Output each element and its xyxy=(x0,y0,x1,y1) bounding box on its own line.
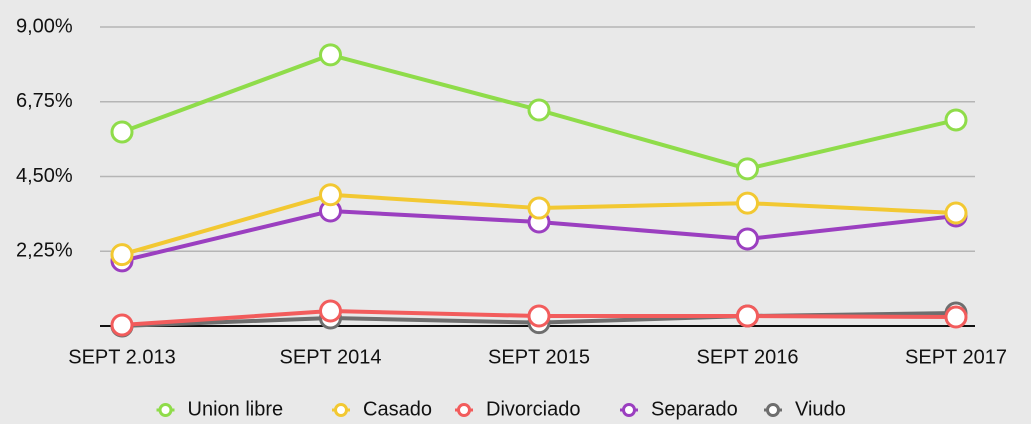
point xyxy=(527,98,551,122)
legend-label: Casado xyxy=(363,398,432,420)
y-tick-label: 2,25% xyxy=(16,240,73,262)
point xyxy=(319,183,342,207)
y-tick-label: 6,75% xyxy=(16,90,73,112)
y-tick-label: 4,50% xyxy=(16,165,73,187)
x-tick-label: SEPT 2.013 xyxy=(68,346,175,368)
point xyxy=(944,108,968,132)
x-tick-label: SEPT 2016 xyxy=(697,346,799,368)
legend-label: Separado xyxy=(651,398,738,420)
legend-marker xyxy=(334,403,348,417)
legend-marker xyxy=(457,403,471,417)
x-tick-label: SEPT 2015 xyxy=(488,346,590,368)
x-tick-label: SEPT 2017 xyxy=(905,346,1007,368)
legend-label: Viudo xyxy=(795,398,846,420)
point xyxy=(319,43,342,67)
legend-label: Divorciado xyxy=(486,398,580,420)
point xyxy=(736,304,759,328)
point xyxy=(319,299,342,323)
legend-marker xyxy=(158,403,173,417)
point xyxy=(110,120,134,144)
point xyxy=(527,304,551,328)
point xyxy=(736,227,759,251)
point xyxy=(110,313,134,337)
legend-label: Union libre xyxy=(188,398,284,420)
point xyxy=(527,196,551,220)
point xyxy=(944,305,968,329)
point xyxy=(110,243,134,267)
legend-marker xyxy=(766,403,780,417)
x-tick-label: SEPT 2014 xyxy=(280,346,382,368)
legend-marker xyxy=(622,403,636,417)
y-tick-label: 9,00% xyxy=(16,15,73,37)
point xyxy=(944,201,968,225)
point xyxy=(736,157,759,181)
point xyxy=(736,191,759,215)
